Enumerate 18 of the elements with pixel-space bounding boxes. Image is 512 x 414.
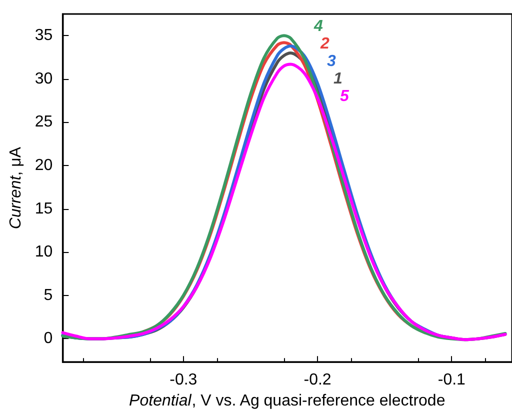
x-tick-label: -0.2: [304, 372, 332, 389]
y-axis-title: Current, μA: [8, 146, 24, 230]
series-label: 5: [340, 88, 350, 106]
series-label: 3: [326, 53, 336, 70]
series-label: 4: [312, 18, 323, 36]
y-tick-label: 5: [44, 286, 53, 304]
series-label: 2: [319, 36, 330, 53]
y-tick-label: 30: [34, 70, 53, 88]
y-tick-label: 15: [34, 200, 53, 218]
y-tick-label: 0: [44, 330, 53, 348]
y-tick-label: 25: [34, 114, 53, 131]
x-axis-title: Potential, V vs. Ag quasi-reference electrode: [129, 392, 446, 410]
y-tick-label: 35: [34, 27, 53, 44]
x-tick-label: -0.1: [438, 372, 466, 389]
y-tick-label: 20: [34, 157, 53, 174]
x-tick-label: -0.3: [170, 372, 198, 389]
y-tick-label: 10: [34, 244, 53, 261]
series-label: 1: [333, 70, 342, 88]
